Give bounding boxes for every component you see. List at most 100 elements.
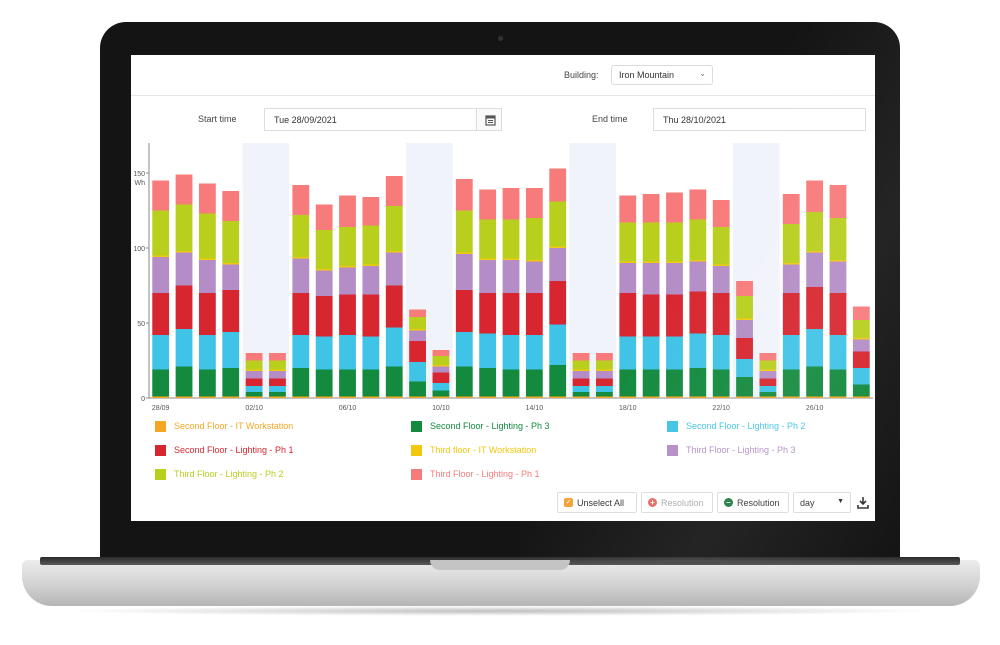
resolution-increase-button[interactable]: + Resolution <box>641 492 713 513</box>
bar-segment <box>152 293 170 335</box>
bar-segment <box>642 222 660 262</box>
bar-segment <box>852 384 870 397</box>
bar-segment <box>339 227 356 266</box>
legend-label: Third Floor - Lighting - Ph 2 <box>174 469 284 479</box>
bar-segment <box>385 176 403 206</box>
legend-item[interactable]: Second Floor - Lighting - Ph 3 <box>411 419 550 433</box>
legend-label: Second Floor - Lighting - Ph 1 <box>174 445 294 455</box>
unselect-all-label: Unselect All <box>577 497 625 508</box>
bar-segment <box>292 396 310 398</box>
end-date-input[interactable]: Thu 28/10/2021 <box>653 108 866 131</box>
bar-segment <box>152 257 170 293</box>
start-calendar-button[interactable] <box>476 108 502 131</box>
bar-segment <box>782 194 800 224</box>
bar-segment <box>829 185 847 218</box>
laptop-shadow <box>60 606 940 616</box>
start-date-input[interactable]: Tue 28/09/2021 <box>264 108 477 131</box>
bar-segment <box>806 287 824 329</box>
bar-segment <box>549 324 567 365</box>
bar-segment <box>222 263 240 265</box>
resolution-decrease-button[interactable]: – Resolution <box>717 492 789 513</box>
legend-item[interactable]: Third Floor - Lighting - Ph 1 <box>411 467 540 481</box>
legend-item[interactable]: Third Floor - Lighting - Ph 3 <box>667 443 796 457</box>
bar-segment <box>759 353 777 361</box>
download-button[interactable] <box>852 492 874 513</box>
bar-segment <box>409 317 426 329</box>
header-bar: Building: Iron Mountain ⌄ <box>131 55 875 96</box>
legend-item[interactable]: Third Floor - Lighting - Ph 2 <box>155 467 284 481</box>
bar-segment <box>502 335 520 370</box>
bar-segment <box>619 195 637 223</box>
unselect-all-button[interactable]: ✓ Unselect All <box>557 492 637 513</box>
legend-item[interactable]: Second Floor - Lighting - Ph 2 <box>667 419 806 433</box>
bar-segment <box>806 251 824 253</box>
bar-segment <box>852 338 870 340</box>
bar-segment <box>385 285 403 328</box>
bar-segment <box>175 174 193 205</box>
x-tick-label: 06/10 <box>339 405 357 412</box>
bar-segment <box>642 261 660 263</box>
building-select[interactable]: Iron Mountain ⌄ <box>611 65 713 85</box>
bar-segment <box>479 396 497 398</box>
bar-segment <box>829 218 847 260</box>
axis-labels: 0 50 100 150 Wh 28/09 02/10 06/10 10/10 14/10 18/1… <box>133 171 823 412</box>
legend-item[interactable]: Third floor - IT Workstation <box>411 443 536 457</box>
chevron-down-icon: ⌄ <box>699 69 706 78</box>
bar-segment <box>432 372 450 383</box>
period-value: day <box>800 497 815 508</box>
bar-segment <box>292 257 310 259</box>
legend-item[interactable]: Second Floor - IT Workstation <box>155 419 293 433</box>
bar-segment <box>572 371 590 379</box>
bar-segment <box>549 168 567 202</box>
bar-segment <box>736 281 753 296</box>
bar-segment <box>198 213 216 259</box>
bar-segment <box>339 369 356 397</box>
bar-segment <box>829 293 847 335</box>
bar-segment <box>455 290 473 332</box>
bar-segment <box>549 281 567 325</box>
bar-segment <box>269 353 286 361</box>
bar-segment <box>175 285 193 329</box>
legend-swatch <box>667 420 678 432</box>
period-select[interactable]: day ▼ <box>793 492 851 513</box>
legend-swatch <box>411 468 422 480</box>
bar-segment <box>198 260 216 293</box>
bar-segment <box>736 359 753 377</box>
bar-segment <box>222 221 240 263</box>
bar-series <box>152 168 870 398</box>
bar-segment <box>666 261 683 263</box>
bar-segment <box>315 270 333 296</box>
bar-segment <box>666 192 683 223</box>
x-tick-label: 28/09 <box>152 405 170 412</box>
legend-label: Second Floor - IT Workstation <box>174 421 294 431</box>
legend-item[interactable]: Second Floor - Lighting - Ph 1 <box>155 443 294 457</box>
bar-segment <box>432 350 450 356</box>
bar-segment <box>806 329 824 367</box>
bar-segment <box>712 293 730 335</box>
bar-segment <box>198 369 216 397</box>
legend-label: Second Floor - Lighting - Ph 3 <box>430 421 550 431</box>
bar-segment <box>642 336 660 370</box>
bar-segment <box>572 386 590 392</box>
bar-segment <box>455 254 473 290</box>
y-unit-label: Wh <box>135 180 146 187</box>
bar-segment <box>619 222 637 262</box>
bar-segment <box>852 351 870 368</box>
bar-segment <box>198 258 216 260</box>
bar-segment <box>502 396 520 398</box>
bar-segment <box>152 396 170 398</box>
bar-segment <box>502 293 520 335</box>
bar-segment <box>198 335 216 370</box>
bar-segment <box>292 335 310 368</box>
bar-segment <box>315 369 333 397</box>
bar-segment <box>596 386 613 392</box>
bar-segment <box>525 293 543 335</box>
y-tick-label: 0 <box>141 396 145 403</box>
bar-segment <box>409 309 426 317</box>
bar-segment <box>596 371 613 379</box>
resolution-increase-label: Resolution <box>661 497 704 508</box>
bar-segment <box>806 366 824 397</box>
bar-segment <box>175 251 193 253</box>
bar-segment <box>409 362 426 382</box>
bar-segment <box>339 195 356 227</box>
